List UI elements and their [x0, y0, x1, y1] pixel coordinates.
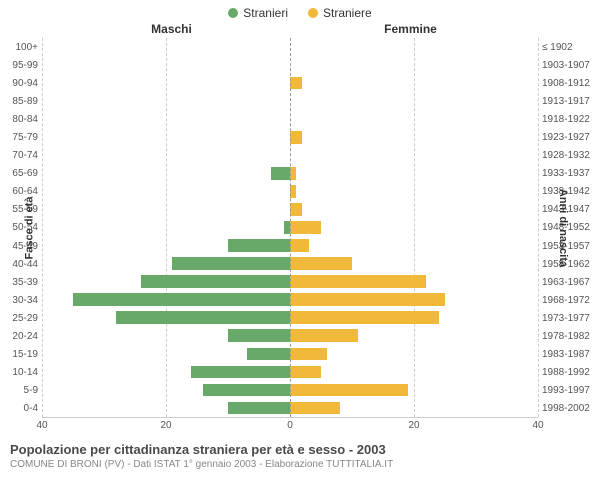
- legend-label-male: Stranieri: [243, 6, 288, 20]
- y-axis-right-label: Anni di nascita: [557, 189, 569, 267]
- bar-male: [116, 311, 290, 324]
- age-tick: 85-89: [0, 92, 38, 110]
- x-axis: 40 20 0 20 40: [0, 420, 600, 434]
- age-tick: 0-4: [0, 400, 38, 418]
- age-tick: 25-29: [0, 309, 38, 327]
- birth-tick: 1923-1927: [542, 128, 600, 146]
- bar-male: [247, 348, 290, 361]
- header-female: Femmine: [291, 22, 530, 36]
- age-tick: 30-34: [0, 291, 38, 309]
- age-tick: 95-99: [0, 56, 38, 74]
- birth-tick: 1903-1907: [542, 56, 600, 74]
- bar-male: [73, 293, 290, 306]
- birth-tick: 1948-1952: [542, 219, 600, 237]
- age-tick: 75-79: [0, 128, 38, 146]
- birth-tick: 1943-1947: [542, 201, 600, 219]
- chart-title: Popolazione per cittadinanza straniera p…: [10, 442, 590, 457]
- pyramid-chart: Fasce di età Anni di nascita 100+95-9990…: [0, 38, 600, 418]
- birth-tick: ≤ 1902: [542, 38, 600, 56]
- birth-tick: 1983-1987: [542, 346, 600, 364]
- legend: Stranieri Straniere: [0, 0, 600, 20]
- bar-female: [290, 203, 302, 216]
- bar-female: [290, 77, 302, 90]
- bar-female: [290, 348, 327, 361]
- bar-female: [290, 131, 302, 144]
- x-tick: 20: [408, 420, 419, 431]
- plot-area: [42, 38, 538, 418]
- age-tick: 20-24: [0, 328, 38, 346]
- age-tick: 100+: [0, 38, 38, 56]
- birth-tick: 1913-1917: [542, 92, 600, 110]
- birth-tick: 1908-1912: [542, 74, 600, 92]
- age-tick: 10-14: [0, 364, 38, 382]
- chart-footer: Popolazione per cittadinanza straniera p…: [0, 434, 600, 470]
- x-tick: 40: [36, 420, 47, 431]
- bar-female: [290, 275, 426, 288]
- birth-tick: 1988-1992: [542, 364, 600, 382]
- birth-tick: 1933-1937: [542, 165, 600, 183]
- swatch-female: [308, 8, 318, 18]
- bar-female: [290, 239, 309, 252]
- x-axis-ticks: 402002040: [42, 420, 538, 434]
- bar-male: [172, 257, 290, 270]
- bar-male: [191, 366, 290, 379]
- age-labels: 100+95-9990-9485-8980-8475-7970-7465-696…: [0, 38, 42, 418]
- swatch-male: [228, 8, 238, 18]
- bar-female: [290, 366, 321, 379]
- age-tick: 35-39: [0, 273, 38, 291]
- gridline: [538, 38, 539, 417]
- chart-subtitle: COMUNE DI BRONI (PV) - Dati ISTAT 1° gen…: [10, 459, 590, 470]
- birth-tick: 1963-1967: [542, 273, 600, 291]
- x-tick: 40: [532, 420, 543, 431]
- birth-tick: 1973-1977: [542, 309, 600, 327]
- birth-tick: 1953-1957: [542, 237, 600, 255]
- age-tick: 70-74: [0, 147, 38, 165]
- birth-tick: 1978-1982: [542, 328, 600, 346]
- age-tick: 5-9: [0, 382, 38, 400]
- x-tick: 0: [287, 420, 293, 431]
- age-tick: 80-84: [0, 110, 38, 128]
- bar-male: [271, 167, 290, 180]
- bar-female: [290, 402, 340, 415]
- bar-male: [228, 402, 290, 415]
- bar-male: [203, 384, 290, 397]
- age-tick: 15-19: [0, 346, 38, 364]
- birth-tick: 1968-1972: [542, 291, 600, 309]
- age-tick: 90-94: [0, 74, 38, 92]
- birth-tick: 1938-1942: [542, 183, 600, 201]
- bar-female: [290, 221, 321, 234]
- bar-female: [290, 329, 358, 342]
- x-tick: 20: [160, 420, 171, 431]
- birth-tick: 1998-2002: [542, 400, 600, 418]
- bar-female: [290, 311, 439, 324]
- legend-item-male: Stranieri: [228, 6, 288, 20]
- column-headers: Maschi Femmine: [0, 22, 600, 36]
- bar-female: [290, 384, 408, 397]
- bar-male: [228, 329, 290, 342]
- birth-tick: 1958-1962: [542, 255, 600, 273]
- center-divider: [290, 38, 291, 417]
- birth-tick: 1993-1997: [542, 382, 600, 400]
- bar-male: [228, 239, 290, 252]
- birth-tick: 1928-1932: [542, 147, 600, 165]
- header-male: Maschi: [52, 22, 291, 36]
- legend-item-female: Straniere: [308, 6, 372, 20]
- bar-male: [141, 275, 290, 288]
- bar-female: [290, 257, 352, 270]
- legend-label-female: Straniere: [323, 6, 372, 20]
- bar-female: [290, 293, 445, 306]
- y-axis-left-label: Fasce di età: [23, 197, 35, 260]
- age-tick: 65-69: [0, 165, 38, 183]
- birth-tick: 1918-1922: [542, 110, 600, 128]
